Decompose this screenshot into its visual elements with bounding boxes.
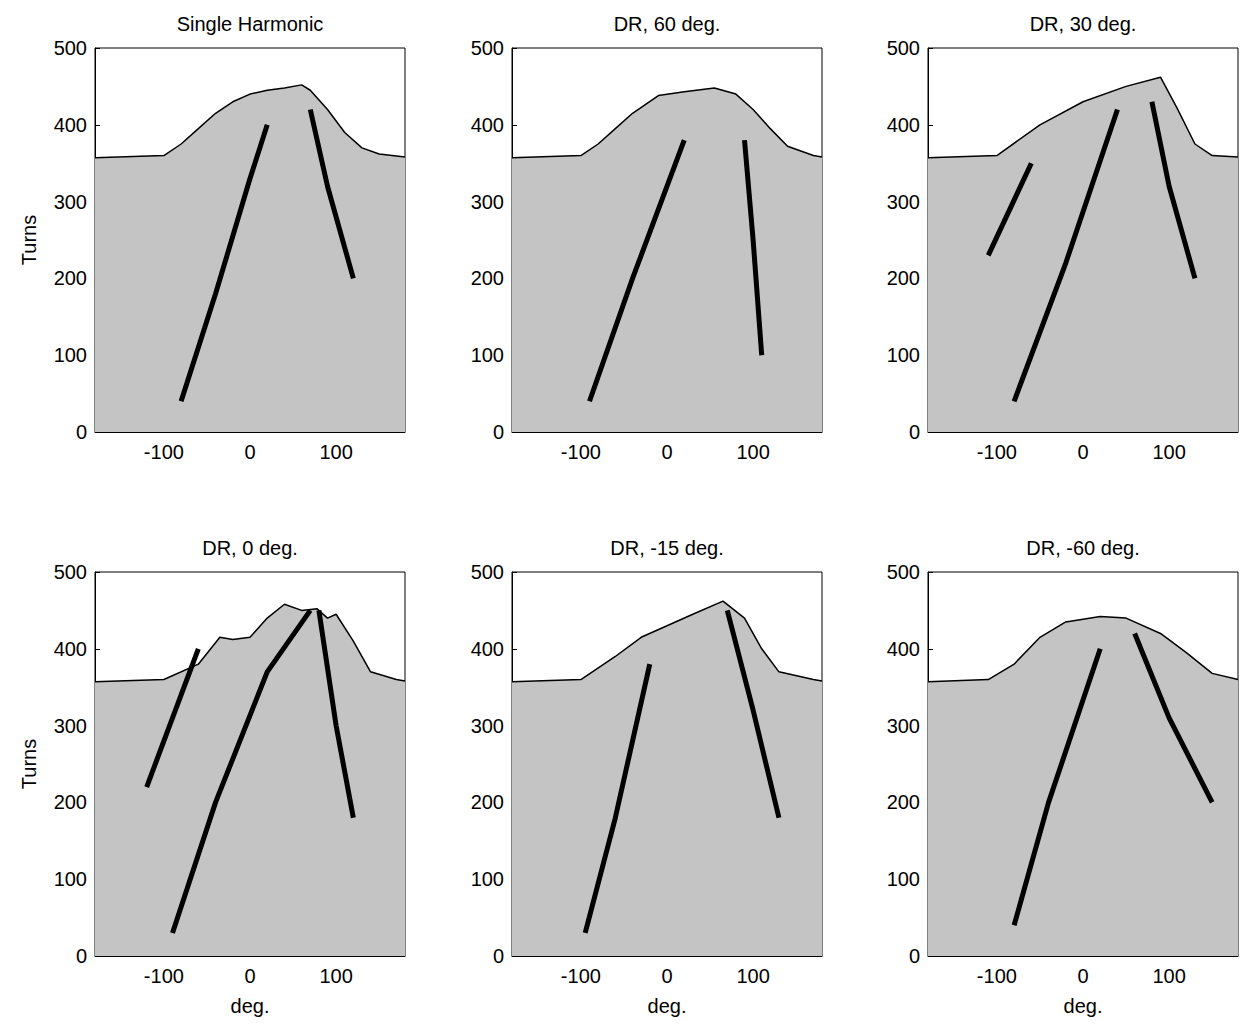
svg-text:200: 200: [887, 791, 920, 813]
svg-text:300: 300: [471, 191, 504, 213]
svg-text:200: 200: [54, 791, 87, 813]
svg-text:400: 400: [54, 638, 87, 660]
svg-text:0: 0: [661, 965, 672, 987]
svg-text:200: 200: [887, 267, 920, 289]
svg-text:0: 0: [493, 945, 504, 967]
svg-text:0: 0: [244, 441, 255, 463]
svg-text:100: 100: [1152, 965, 1185, 987]
svg-text:400: 400: [54, 114, 87, 136]
svg-text:100: 100: [54, 868, 87, 890]
svg-text:300: 300: [887, 191, 920, 213]
svg-text:DR, 30 deg.: DR, 30 deg.: [1030, 13, 1137, 35]
svg-text:Turns: Turns: [18, 739, 40, 789]
svg-text:DR, -15 deg.: DR, -15 deg.: [610, 537, 723, 559]
svg-text:deg.: deg.: [1064, 995, 1103, 1017]
svg-text:200: 200: [471, 791, 504, 813]
svg-text:deg.: deg.: [648, 995, 687, 1017]
svg-text:100: 100: [1152, 441, 1185, 463]
svg-text:0: 0: [244, 965, 255, 987]
svg-text:0: 0: [909, 421, 920, 443]
svg-text:500: 500: [887, 37, 920, 59]
svg-text:500: 500: [471, 561, 504, 583]
svg-text:200: 200: [471, 267, 504, 289]
svg-text:500: 500: [471, 37, 504, 59]
svg-text:100: 100: [887, 868, 920, 890]
svg-text:300: 300: [887, 715, 920, 737]
svg-text:0: 0: [493, 421, 504, 443]
svg-text:100: 100: [471, 868, 504, 890]
svg-text:-100: -100: [561, 441, 601, 463]
svg-text:0: 0: [1077, 441, 1088, 463]
svg-text:400: 400: [887, 638, 920, 660]
svg-text:500: 500: [54, 37, 87, 59]
svg-text:0: 0: [1077, 965, 1088, 987]
svg-text:0: 0: [909, 945, 920, 967]
svg-text:200: 200: [54, 267, 87, 289]
svg-text:0: 0: [661, 441, 672, 463]
svg-text:100: 100: [471, 344, 504, 366]
svg-text:-100: -100: [144, 441, 184, 463]
svg-text:DR, -60 deg.: DR, -60 deg.: [1026, 537, 1139, 559]
svg-text:100: 100: [736, 965, 769, 987]
svg-text:300: 300: [471, 715, 504, 737]
svg-text:400: 400: [471, 114, 504, 136]
svg-text:100: 100: [319, 441, 352, 463]
svg-text:DR, 0 deg.: DR, 0 deg.: [202, 537, 298, 559]
svg-text:100: 100: [887, 344, 920, 366]
svg-text:deg.: deg.: [231, 995, 270, 1017]
svg-text:100: 100: [736, 441, 769, 463]
svg-text:-100: -100: [977, 441, 1017, 463]
svg-text:0: 0: [76, 945, 87, 967]
svg-text:Turns: Turns: [18, 215, 40, 265]
svg-text:300: 300: [54, 715, 87, 737]
svg-text:300: 300: [54, 191, 87, 213]
svg-text:500: 500: [887, 561, 920, 583]
svg-text:500: 500: [54, 561, 87, 583]
svg-text:Single Harmonic: Single Harmonic: [177, 13, 324, 35]
svg-text:400: 400: [887, 114, 920, 136]
svg-text:-100: -100: [561, 965, 601, 987]
svg-text:400: 400: [471, 638, 504, 660]
svg-text:-100: -100: [144, 965, 184, 987]
svg-text:100: 100: [54, 344, 87, 366]
svg-text:100: 100: [319, 965, 352, 987]
svg-text:-100: -100: [977, 965, 1017, 987]
svg-text:0: 0: [76, 421, 87, 443]
svg-text:DR, 60 deg.: DR, 60 deg.: [614, 13, 721, 35]
